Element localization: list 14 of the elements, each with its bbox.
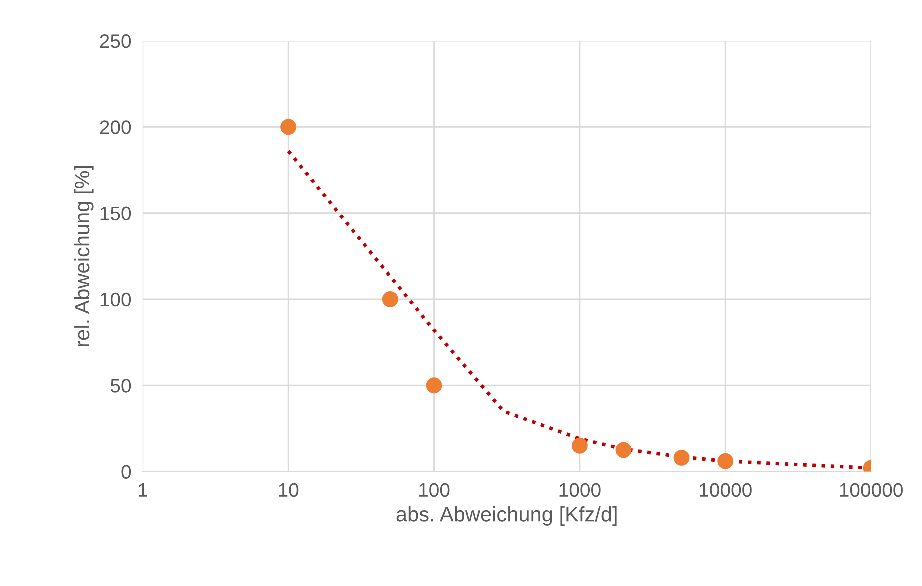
y-tick-label: 250	[100, 34, 132, 48]
x-tick-label: 1	[138, 484, 148, 497]
x-tick-label: 10	[279, 483, 299, 498]
x-axis-title: abs. Abweichung [Kfz/d]	[396, 506, 617, 526]
x-tick-label: 10000	[700, 483, 752, 498]
x-tick-label: 100000	[840, 483, 903, 498]
y-tick-label: 200	[100, 120, 132, 134]
x-tick-label: 100	[420, 483, 450, 498]
y-tick-label: 100	[100, 292, 132, 307]
y-tick-label: 150	[100, 206, 132, 221]
x-tick-label: 1000	[560, 483, 601, 498]
y-tick-label: 0	[122, 465, 132, 479]
y-axis-title: rel. Abweichung [%]	[74, 166, 94, 346]
y-tick-label: 50	[110, 379, 132, 393]
